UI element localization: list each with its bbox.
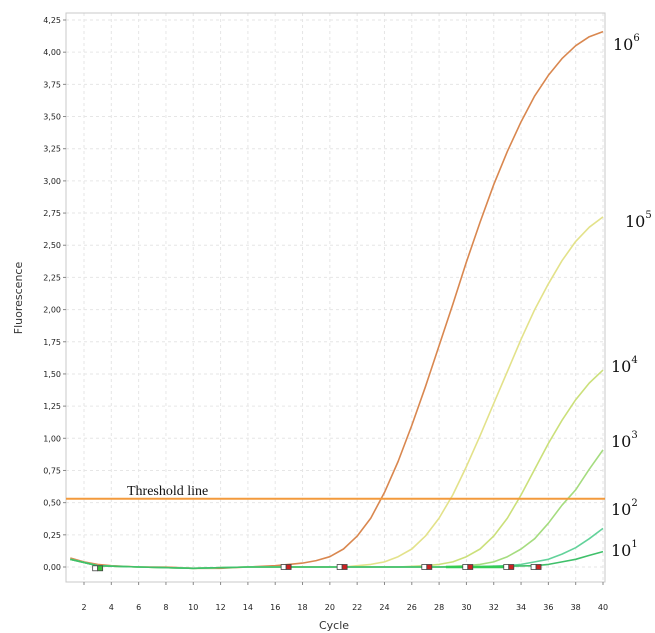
y-tick-label: 4,25: [43, 16, 61, 25]
x-tick-label: 8: [163, 603, 168, 612]
y-tick-label: 1,25: [43, 402, 61, 411]
grid-lines: [66, 13, 605, 582]
y-tick-label: 2,50: [43, 241, 61, 250]
plot-area-frame: [65, 12, 606, 583]
cycle-marker: [467, 564, 474, 570]
y-tick-label: 4,00: [43, 48, 61, 57]
x-tick-label: 18: [297, 603, 307, 612]
x-axis-ticks: 2 4 6 8 10 12 14 16 18 20 22 24 26 28 30 32 34 36 38 40: [81, 582, 608, 612]
x-tick-label: 34: [516, 603, 526, 612]
y-tick-label: 0,75: [43, 466, 61, 475]
series-label-4: 103: [611, 430, 638, 451]
y-tick-label: 1,50: [43, 370, 61, 379]
y-tick-label: 3,50: [43, 113, 61, 122]
y-axis-title: Fluorescence: [12, 262, 25, 335]
cycle-marker: [426, 564, 433, 570]
cycle-marker-left: [92, 565, 99, 572]
y-tick-label: 0,00: [43, 563, 61, 572]
series-label-3: 104: [611, 355, 638, 376]
x-tick-label: 30: [461, 603, 471, 612]
cycle-marker: [97, 565, 104, 572]
x-tick-label: 28: [434, 603, 444, 612]
y-tick-label: 3,75: [43, 80, 61, 89]
series-label-1: 106: [613, 33, 640, 54]
y-tick-label: 0,25: [43, 531, 61, 540]
x-tick-label: 26: [407, 603, 417, 612]
series-label-6: 101: [611, 539, 638, 560]
x-tick-label: 4: [109, 603, 114, 612]
cycle-marker: [341, 564, 348, 570]
y-tick-label: 3,25: [43, 145, 61, 154]
cycle-markers: [92, 564, 542, 572]
threshold: Threshold line: [66, 484, 605, 500]
x-tick-label: 38: [571, 603, 581, 612]
cycle-marker-left: [421, 564, 428, 570]
x-tick-label: 12: [215, 603, 225, 612]
x-axis-title: Cycle: [319, 619, 349, 632]
y-axis-ticks: 0,00 0,25 0,50 0,75 1,00 1,25 1,50 1,75 2,00 2,25…: [43, 16, 66, 572]
y-tick-label: 2,00: [43, 306, 61, 315]
x-tick-label: 20: [325, 603, 335, 612]
cycle-marker-left: [462, 564, 469, 570]
y-tick-label: 2,25: [43, 273, 61, 282]
x-tick-label: 40: [598, 603, 608, 612]
y-tick-label: 3,00: [43, 177, 61, 186]
x-tick-label: 10: [188, 603, 198, 612]
x-tick-label: 22: [352, 603, 362, 612]
cycle-marker: [508, 564, 515, 570]
x-tick-label: 14: [243, 603, 253, 612]
cycle-marker-left: [336, 564, 343, 570]
series-label-5: 102: [611, 498, 638, 519]
series-label-2: 105: [625, 210, 652, 231]
cycle-marker: [535, 564, 542, 570]
x-tick-label: 36: [543, 603, 553, 612]
x-tick-label: 32: [489, 603, 499, 612]
threshold-label: Threshold line: [127, 484, 208, 499]
y-tick-label: 1,00: [43, 434, 61, 443]
x-tick-label: 6: [136, 603, 141, 612]
cycle-marker-left: [503, 564, 510, 570]
x-tick-label: 2: [81, 603, 86, 612]
y-tick-label: 0,50: [43, 499, 61, 508]
series-labels: 106 105 104 103 102 101: [611, 33, 652, 560]
x-tick-label: 16: [270, 603, 280, 612]
y-tick-label: 2,75: [43, 209, 61, 218]
cycle-marker-left: [530, 564, 537, 570]
cycle-marker-left: [280, 564, 287, 570]
y-tick-label: 1,75: [43, 338, 61, 347]
x-tick-label: 24: [379, 603, 389, 612]
cycle-marker: [285, 564, 292, 570]
